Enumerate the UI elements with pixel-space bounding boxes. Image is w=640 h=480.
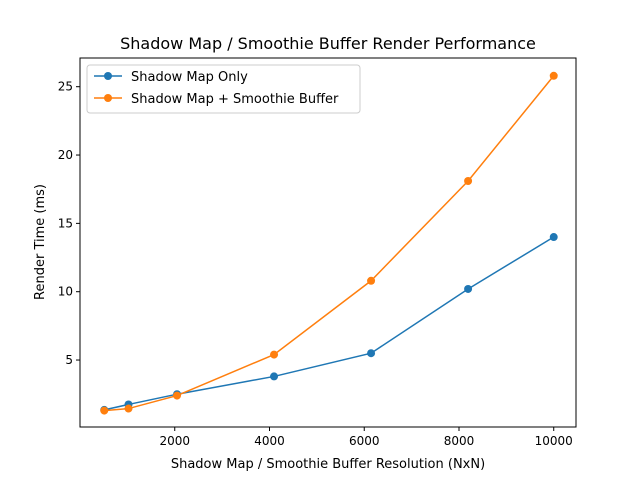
x-axis-ticks: 2000 4000 6000 8000 10000	[159, 427, 573, 448]
x-axis-label: Shadow Map / Smoothie Buffer Resolution …	[171, 457, 485, 472]
y-tick-label: 5	[65, 353, 73, 367]
series-1-point	[173, 391, 182, 400]
x-tick-label: 10000	[535, 434, 573, 448]
legend-marker-1	[104, 94, 112, 102]
series-0-point	[549, 233, 558, 242]
series-layer	[100, 71, 558, 415]
legend-label-1: Shadow Map + Smoothie Buffer	[131, 92, 339, 107]
y-tick-label: 20	[58, 148, 73, 162]
x-tick-label: 8000	[444, 434, 475, 448]
legend-marker-0	[104, 72, 112, 80]
plot-area	[80, 58, 576, 427]
plot-frame	[79, 57, 577, 428]
series-1-point	[100, 406, 109, 415]
series-1-point	[367, 276, 376, 285]
series-0-point	[464, 284, 473, 293]
x-tick-label: 4000	[254, 434, 285, 448]
chart-title: Shadow Map / Smoothie Buffer Render Perf…	[120, 34, 536, 53]
legend-label-0: Shadow Map Only	[131, 70, 248, 85]
series-1-point	[124, 404, 133, 413]
legend: Shadow Map Only Shadow Map + Smoothie Buf…	[86, 64, 361, 114]
series-0-point	[270, 372, 279, 381]
y-axis-label: Render Time (ms)	[33, 184, 48, 300]
y-tick-label: 15	[58, 216, 73, 230]
series-1-point	[270, 350, 279, 359]
y-tick-label: 10	[58, 285, 73, 299]
x-tick-label: 2000	[159, 434, 190, 448]
legend-box	[86, 64, 361, 114]
series-1-point	[464, 177, 473, 185]
y-tick-label: 25	[58, 80, 73, 94]
series-0-point	[367, 349, 376, 358]
series-1-point	[549, 71, 558, 80]
x-tick-label: 6000	[349, 434, 380, 448]
y-axis-ticks: 5 10 15 20 25	[58, 80, 80, 367]
